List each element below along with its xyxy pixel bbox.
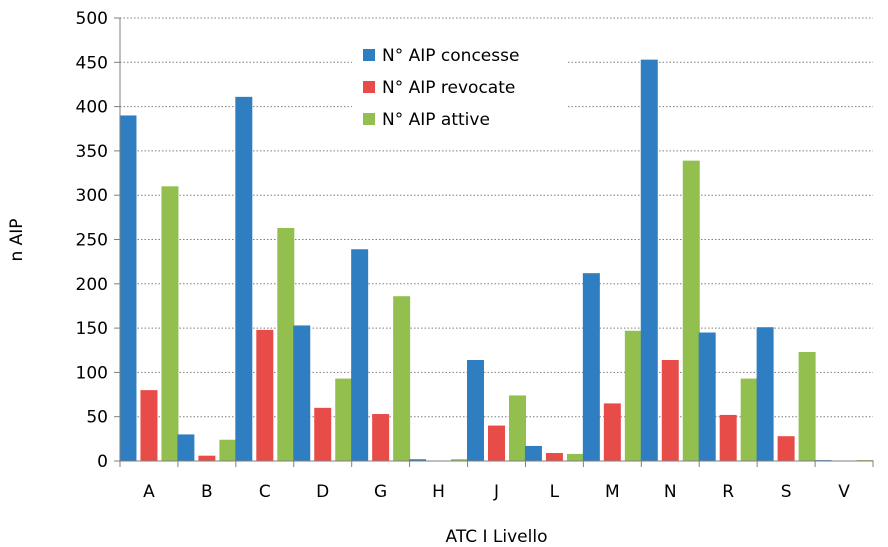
x-axis-title: ATC I Livello (446, 527, 548, 547)
y-tick-labels: 0 50 100 150 200 250 300 350 400 450 500 (76, 9, 108, 472)
bar-m-series-0 (582, 273, 600, 461)
x-tick-label-d: D (316, 482, 329, 502)
bar-b-series-0 (177, 434, 195, 461)
bar-r-series-0 (698, 332, 716, 461)
legend-swatch-2 (363, 113, 375, 125)
bar-l-series-0 (524, 445, 542, 461)
x-tick-label-a: A (143, 482, 155, 502)
bar-d-series-2 (335, 378, 353, 461)
x-tick-label-c: C (259, 482, 271, 502)
bar-m-series-2 (624, 330, 642, 461)
bar-c-series-1 (256, 329, 274, 461)
x-tick-label-n: N (664, 482, 677, 502)
bar-c-series-0 (235, 96, 253, 461)
bar-n-series-2 (682, 160, 700, 461)
bar-h-series-2 (451, 459, 469, 461)
bar-s-series-0 (756, 327, 774, 461)
bar-n-series-1 (661, 359, 679, 461)
y-tick-label-350: 350 (76, 142, 108, 162)
x-tick-label-m: M (605, 482, 620, 502)
bar-r-series-2 (740, 378, 758, 461)
bar-b-series-1 (198, 455, 216, 461)
y-tick-label-200: 200 (76, 275, 108, 295)
x-tick-label-b: B (201, 482, 213, 502)
bar-s-series-1 (777, 436, 795, 461)
bar-g-series-2 (393, 296, 411, 461)
y-tick-label-300: 300 (76, 186, 108, 206)
bar-r-series-1 (719, 414, 737, 461)
bar-d-series-1 (314, 407, 332, 461)
bar-a-series-2 (161, 186, 179, 461)
bar-l-series-2 (566, 453, 584, 461)
bar-c-series-2 (277, 227, 295, 461)
legend-background (352, 36, 567, 138)
axes (114, 17, 874, 467)
bar-a-series-0 (119, 115, 137, 462)
y-tick-label-500: 500 (76, 9, 108, 29)
legend-label-2: N° AIP attive (382, 110, 490, 130)
bar-b-series-2 (219, 439, 237, 461)
y-tick-label-50: 50 (86, 408, 108, 428)
y-tick-label-400: 400 (76, 98, 108, 118)
bar-j-series-0 (467, 359, 484, 461)
legend-swatch-0 (363, 49, 375, 61)
y-tick-label-100: 100 (76, 363, 108, 383)
bar-g-series-0 (351, 249, 369, 461)
bar-g-series-1 (372, 414, 390, 461)
bar-a-series-1 (140, 390, 158, 461)
bar-j-series-1 (488, 425, 505, 461)
y-tick-label-250: 250 (76, 231, 108, 251)
bar-j-series-2 (509, 395, 526, 461)
bar-h-series-0 (409, 459, 427, 461)
x-tick-label-r: R (722, 482, 734, 502)
bar-m-series-1 (603, 403, 621, 461)
legend-label-0: N° AIP concesse (382, 46, 519, 66)
y-axis-title: n AIP (7, 218, 27, 261)
bar-l-series-1 (545, 453, 563, 461)
x-tick-label-h: H (432, 482, 445, 502)
bar-d-series-0 (293, 325, 311, 461)
bars (119, 59, 874, 462)
x-tick-label-l: L (550, 482, 560, 502)
x-tick-label-g: G (374, 482, 387, 502)
bar-s-series-2 (798, 352, 816, 461)
bar-n-series-0 (640, 59, 658, 461)
x-tick-label-v: V (838, 482, 850, 502)
y-tick-label-450: 450 (76, 53, 108, 73)
y-tick-label-0: 0 (97, 452, 108, 472)
legend-label-1: N° AIP revocate (382, 78, 515, 98)
y-tick-label-150: 150 (76, 319, 108, 339)
legend: N° AIP concesse N° AIP revocate N° AIP att… (352, 36, 567, 138)
x-tick-label-j: J (493, 482, 499, 502)
legend-swatch-1 (363, 81, 375, 93)
x-tick-label-s: S (781, 482, 792, 502)
